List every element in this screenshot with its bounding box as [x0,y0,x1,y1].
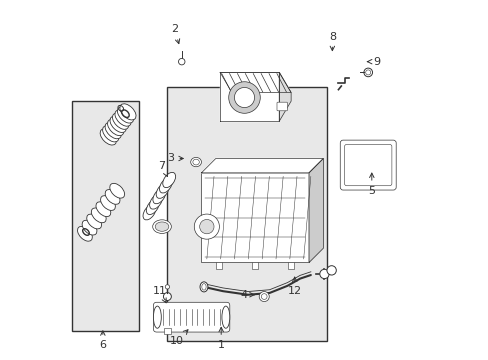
Ellipse shape [143,204,156,220]
Text: 6: 6 [99,331,106,350]
FancyBboxPatch shape [340,140,395,190]
Ellipse shape [100,129,116,145]
Ellipse shape [86,214,102,229]
Circle shape [199,220,214,234]
Ellipse shape [91,208,106,223]
Bar [167,87,326,341]
Ellipse shape [105,189,120,204]
Ellipse shape [112,113,128,129]
Ellipse shape [156,183,169,198]
Circle shape [363,68,372,77]
Ellipse shape [120,104,136,120]
Bar [215,262,222,269]
Ellipse shape [117,107,133,123]
Ellipse shape [153,306,161,328]
Ellipse shape [110,116,126,132]
Ellipse shape [163,172,175,188]
Circle shape [165,285,169,289]
Ellipse shape [105,123,121,139]
Circle shape [163,293,171,301]
Ellipse shape [107,120,123,136]
Circle shape [194,214,219,239]
FancyBboxPatch shape [153,302,229,332]
Text: 1: 1 [217,327,224,350]
Bar [72,101,139,330]
Circle shape [228,82,260,113]
Ellipse shape [102,126,119,142]
Ellipse shape [101,196,115,211]
Ellipse shape [96,202,110,217]
Bar [287,262,293,269]
Circle shape [234,87,254,108]
Ellipse shape [110,183,124,198]
Circle shape [178,58,184,65]
Ellipse shape [146,199,159,215]
Text: 3: 3 [167,153,183,163]
Ellipse shape [78,226,92,241]
Ellipse shape [149,194,162,209]
Circle shape [259,292,269,302]
Text: 5: 5 [367,173,374,196]
Text: 11: 11 [153,286,167,303]
Ellipse shape [200,282,207,292]
Polygon shape [201,158,323,173]
Ellipse shape [115,110,131,126]
Polygon shape [279,72,290,121]
Text: 8: 8 [328,32,335,51]
Ellipse shape [155,222,168,231]
Text: 4: 4 [241,290,254,300]
Ellipse shape [222,306,229,328]
Text: 9: 9 [366,57,380,67]
Polygon shape [220,72,279,121]
Bar [201,173,308,262]
Text: 10: 10 [169,330,187,346]
Ellipse shape [159,178,172,193]
Polygon shape [220,72,290,93]
Ellipse shape [153,189,165,204]
Bar [251,262,258,269]
Circle shape [319,269,328,279]
Circle shape [326,266,336,275]
Ellipse shape [82,220,97,235]
Bar [163,328,171,334]
Text: 2: 2 [171,24,179,44]
Ellipse shape [152,220,171,233]
Text: 7: 7 [158,161,167,176]
Text: 12: 12 [287,277,301,296]
FancyBboxPatch shape [276,102,287,111]
Polygon shape [308,158,323,262]
Ellipse shape [190,157,201,167]
